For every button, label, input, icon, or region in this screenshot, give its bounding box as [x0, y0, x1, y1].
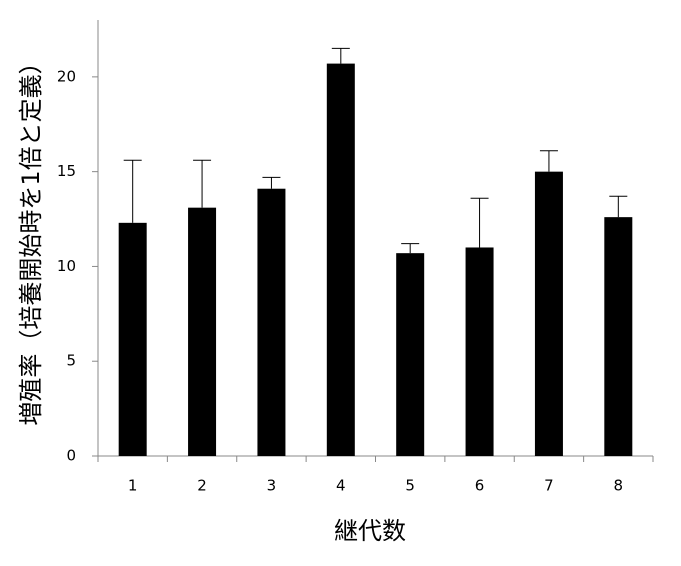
error-bar — [609, 195, 628, 218]
x-tick-label: 8 — [614, 477, 624, 495]
error-bar — [123, 159, 142, 223]
x-tick-label: 6 — [475, 477, 485, 495]
bar — [396, 253, 425, 456]
bar — [188, 207, 217, 456]
bar — [604, 217, 633, 456]
bar — [534, 171, 563, 457]
y-tick-label: 5 — [66, 352, 76, 370]
bar — [257, 188, 286, 456]
y-tick-label: 10 — [57, 257, 76, 275]
error-bar — [262, 176, 281, 189]
y-axis-title: 増殖率（培養開始時を1倍と定義） — [17, 50, 45, 425]
y-tick-label: 0 — [66, 447, 76, 465]
error-bar — [401, 243, 420, 254]
x-tick-label: 2 — [197, 477, 207, 495]
x-tick-label: 4 — [336, 477, 346, 495]
x-tick-label: 7 — [544, 477, 554, 495]
bar — [118, 222, 147, 456]
bar — [465, 247, 494, 456]
error-bar — [331, 47, 350, 64]
bar — [326, 63, 355, 456]
y-tick-label: 20 — [57, 67, 76, 85]
error-bar — [539, 150, 558, 172]
y-tick-label: 15 — [57, 162, 76, 180]
x-tick-label: 1 — [128, 477, 138, 495]
x-tick-label: 5 — [405, 477, 415, 495]
x-tick-label: 3 — [267, 477, 277, 495]
x-axis-title: 継代数 — [334, 517, 406, 545]
error-bar — [470, 197, 489, 248]
error-bar — [193, 159, 212, 208]
